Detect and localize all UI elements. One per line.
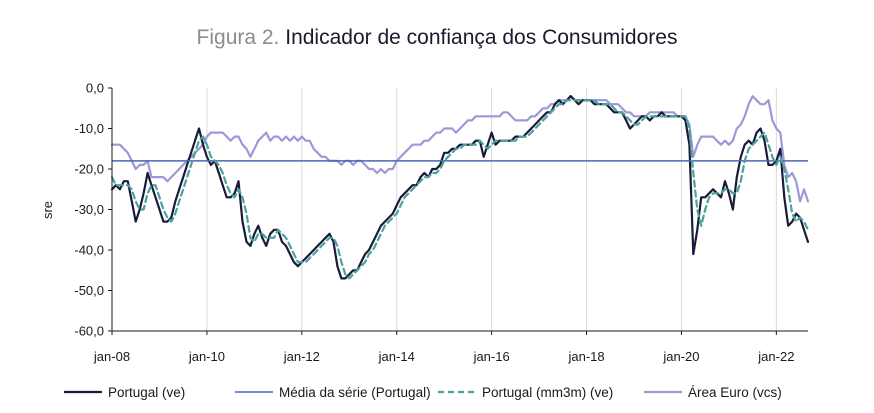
- y-tick-label: -40,0: [74, 243, 104, 258]
- series-line-portugal: [110, 95, 810, 280]
- legend-area-euro: Área Euro (vcs): [644, 385, 782, 400]
- legend-label: Média da série (Portugal): [279, 385, 431, 400]
- legend-portugal-mm3m: Portugal (mm3m) (ve): [438, 385, 613, 400]
- axis-layer: 0,0 -10,0 -20,0 -30,0 -40,0 -50,0 -60,0 jan-08 j…: [40, 81, 808, 364]
- series-layer: [110, 95, 810, 280]
- x-tick-label: jan-20: [662, 349, 699, 364]
- chart-title: Figura 2. Indicador de confiança dos Con…: [0, 26, 874, 50]
- y-tick-label: -20,0: [74, 162, 104, 177]
- x-tick-label: jan-12: [283, 349, 320, 364]
- grid-layer: [206, 88, 777, 331]
- y-tick-label: -50,0: [74, 283, 104, 298]
- legend-layer: Portugal (ve) Média da série (Portugal) Po…: [64, 385, 782, 400]
- y-tick-label: -60,0: [74, 324, 104, 339]
- series-line-portugal-mm3m: [110, 99, 810, 280]
- x-tick-label: jan-10: [188, 349, 225, 364]
- y-tick-label: -30,0: [74, 202, 104, 217]
- chart-title-main: Indicador de confiança dos Consumidores: [285, 26, 678, 49]
- y-tick-label: -10,0: [74, 121, 104, 136]
- x-tick-label: jan-18: [567, 349, 604, 364]
- y-axis-label: sre: [40, 201, 55, 219]
- legend-label: Portugal (ve): [108, 385, 185, 400]
- y-tick-label: 0,0: [86, 81, 104, 96]
- chart-title-prefix: Figura 2.: [196, 26, 280, 49]
- x-tick-label: jan-16: [473, 349, 510, 364]
- x-tick-label: jan-14: [378, 349, 415, 364]
- x-tick-label: jan-08: [93, 349, 130, 364]
- legend-media: Média da série (Portugal): [235, 385, 431, 400]
- legend-label: Portugal (mm3m) (ve): [482, 385, 613, 400]
- series-line-area-euro: [110, 95, 810, 203]
- legend-label: Área Euro (vcs): [688, 385, 782, 400]
- x-tick-label: jan-22: [757, 349, 794, 364]
- legend-portugal: Portugal (ve): [64, 385, 185, 400]
